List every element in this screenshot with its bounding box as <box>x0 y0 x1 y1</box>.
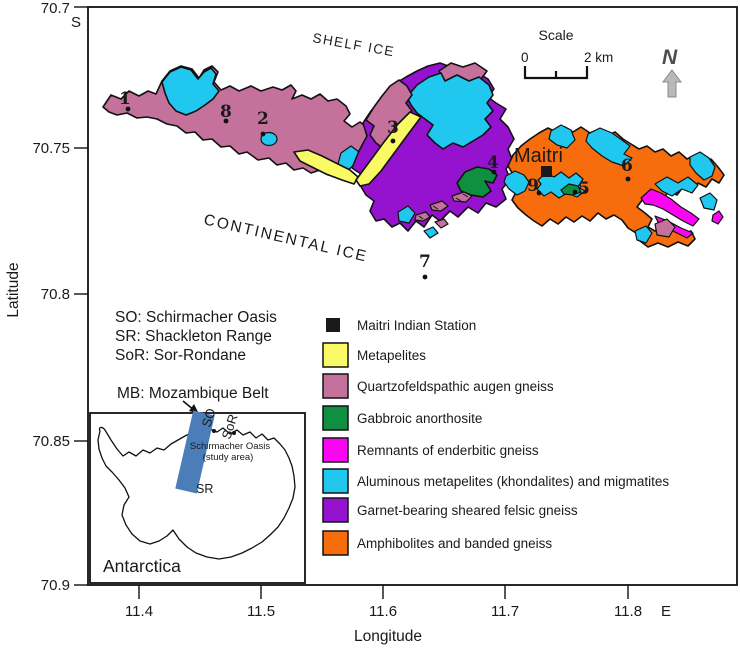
x-tick-label: 11.7 <box>491 603 519 620</box>
y-axis-title: Latitude <box>5 262 22 317</box>
legend-label-khondalite: Aluminous metapelites (khondalites) and … <box>357 474 669 489</box>
abbr-mb: MB: Mozambique Belt <box>117 385 269 402</box>
patch-khondalite-junction <box>503 170 530 196</box>
scale-bar <box>523 66 589 80</box>
patch-khondalite-small <box>260 131 278 147</box>
x-tick-label: 11.5 <box>247 603 275 620</box>
fragment-augen-gneiss <box>414 211 431 222</box>
sample-point-label-5: 5 <box>578 179 590 199</box>
sample-point-dot-2 <box>260 131 266 137</box>
sample-point-label-9: 9 <box>527 176 539 196</box>
legend-swatch-amphibolite <box>322 530 349 556</box>
abbr-so: SO: Schirmacher Oasis <box>115 309 277 326</box>
sample-point-dot-7 <box>422 274 428 280</box>
fragment-augen-gneiss <box>429 200 449 212</box>
inset-dot <box>212 429 216 433</box>
y-tick-label: 70.8 <box>41 286 70 303</box>
legend-swatch-khondalite <box>322 468 349 494</box>
inset-study-area-line1: Schirmacher Oasis <box>190 441 270 452</box>
sample-point-label-3: 3 <box>387 118 399 138</box>
patch-khondalite-east-band <box>654 176 699 197</box>
x-tick-label: 11.4 <box>125 603 153 620</box>
inset-sr-label: SR <box>196 482 213 496</box>
legend-swatch-augen-gneiss <box>322 373 349 399</box>
region-augen-gneiss-west <box>102 65 375 176</box>
fragment-augen-gneiss <box>434 218 449 229</box>
region-metapelites-central-band <box>355 111 422 187</box>
inset-so-label: SO <box>199 406 219 429</box>
legend-label-station: Maitri Indian Station <box>357 318 476 333</box>
sample-point-label-4: 4 <box>487 153 499 173</box>
fragment-khondalite <box>423 226 439 239</box>
sample-point-label-2: 2 <box>257 109 269 129</box>
patch-khondalite-east-2 <box>585 127 633 167</box>
sample-point-dot-9 <box>536 190 542 196</box>
x-tick-label: 11.8 <box>614 603 642 620</box>
scale-title: Scale <box>538 27 573 43</box>
sample-point-dot-1 <box>125 106 131 112</box>
patch-khondalite-east-5 <box>634 225 653 244</box>
sample-point-dot-4 <box>491 169 497 175</box>
legend-swatch-enderbitic <box>322 437 349 463</box>
sample-point-label-1: 1 <box>119 89 131 109</box>
x-axis-direction-label: E <box>661 603 671 620</box>
inset-study-area-line2: (study area) <box>203 452 254 463</box>
fragment-augen-gneiss-east <box>654 218 676 238</box>
legend-swatch-station <box>326 318 340 332</box>
patch-khondalite-central <box>406 72 494 150</box>
inset-dot <box>232 431 236 435</box>
hatch-marks <box>418 193 469 220</box>
sample-point-dot-8 <box>223 118 229 124</box>
sample-point-dot-3 <box>390 138 396 144</box>
map-frame <box>87 6 738 586</box>
legend-label-augen-gneiss: Quartzofeldspathic augen gneiss <box>357 379 554 394</box>
fragment-khondalite <box>397 205 416 224</box>
scale-max-label: 2 km <box>584 50 613 65</box>
legend-label-enderbitic: Remnants of enderbitic gneiss <box>357 443 539 458</box>
x-tick-label: 11.6 <box>369 603 397 620</box>
patch-khondalite-west-top <box>161 66 220 116</box>
legend-label-anorthosite: Gabbroic anorthosite <box>357 411 482 426</box>
region-enderbitic-band-1 <box>640 188 700 227</box>
continental-ice-label: CONTINENTAL ICE <box>202 211 369 265</box>
legend-label-metapelites: Metapelites <box>357 348 426 363</box>
sample-point-label-7: 7 <box>419 252 431 272</box>
x-axis-title: Longitude <box>354 628 422 645</box>
inset-antarctica-label: Antarctica <box>103 556 181 576</box>
sample-point-dot-5 <box>572 189 578 195</box>
legend-label-felsic-gneiss: Garnet-bearing sheared felsic gneiss <box>357 503 578 518</box>
legend-swatch-anorthosite <box>322 405 349 431</box>
legend-swatch-metapelites <box>322 342 349 368</box>
maitri-station-marker <box>541 166 552 177</box>
abbr-sr: SR: Shackleton Range <box>115 328 272 345</box>
legend-label-amphibolite: Amphibolites and banded gneiss <box>357 536 552 551</box>
mozambique-belt-band <box>175 410 215 494</box>
patch-khondalite-east-4 <box>699 192 718 211</box>
abbr-sor: SoR: Sor-Rondane <box>115 347 246 364</box>
region-enderbitic-curl <box>711 210 724 225</box>
y-tick-label: 70.85 <box>32 433 70 450</box>
north-label: N <box>662 46 678 69</box>
north-arrow-icon <box>662 69 682 98</box>
y-tick-label: 70.75 <box>32 140 70 157</box>
fragment-augen-gneiss <box>451 191 473 203</box>
sample-point-dot-6 <box>625 176 631 182</box>
patch-khondalite-east-1 <box>548 124 576 149</box>
sample-point-label-6: 6 <box>621 156 633 176</box>
sample-point-label-8: 8 <box>220 102 232 122</box>
legend: Maitri Indian Station Metapelites Quartz… <box>322 318 669 556</box>
maitri-label: Maitri <box>514 145 563 167</box>
patch-khondalite-east-3 <box>689 151 716 181</box>
y-axis-direction-label: S <box>71 14 81 31</box>
shelf-ice-label: SHELF ICE <box>311 30 396 59</box>
legend-swatch-felsic-gneiss <box>322 497 349 523</box>
y-tick-label: 70.9 <box>41 577 70 594</box>
scale-zero-label: 0 <box>521 50 529 65</box>
y-tick-label: 70.7 <box>41 0 70 17</box>
